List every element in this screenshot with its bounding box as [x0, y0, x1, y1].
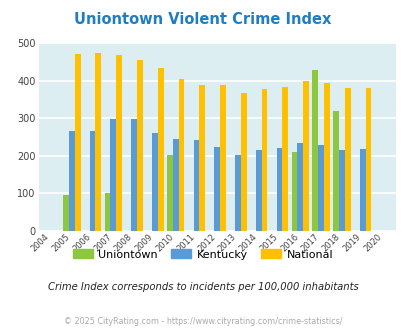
Bar: [110, 118, 116, 231]
Bar: [193, 140, 199, 231]
Bar: [63, 194, 69, 231]
Bar: [318, 145, 323, 231]
Bar: [359, 149, 364, 231]
Bar: [151, 133, 158, 231]
Bar: [291, 151, 296, 231]
Bar: [332, 111, 338, 231]
Bar: [178, 79, 184, 231]
Text: Uniontown Violent Crime Index: Uniontown Violent Crime Index: [74, 12, 331, 26]
Bar: [303, 81, 308, 231]
Bar: [95, 53, 101, 231]
Bar: [276, 148, 282, 231]
Bar: [220, 85, 225, 231]
Bar: [311, 70, 318, 231]
Bar: [255, 150, 261, 231]
Bar: [69, 131, 75, 231]
Bar: [240, 92, 246, 231]
Bar: [104, 193, 110, 231]
Bar: [199, 85, 205, 231]
Bar: [173, 139, 178, 231]
Bar: [137, 60, 143, 231]
Bar: [166, 155, 173, 231]
Text: Crime Index corresponds to incidents per 100,000 inhabitants: Crime Index corresponds to incidents per…: [47, 282, 358, 292]
Bar: [90, 131, 95, 231]
Bar: [323, 83, 329, 231]
Bar: [296, 143, 303, 231]
Bar: [75, 54, 80, 231]
Bar: [364, 88, 371, 231]
Bar: [214, 147, 220, 231]
Bar: [131, 118, 137, 231]
Bar: [234, 155, 240, 231]
Legend: Uniontown, Kentucky, National: Uniontown, Kentucky, National: [68, 245, 337, 264]
Bar: [282, 86, 288, 231]
Bar: [338, 150, 344, 231]
Bar: [116, 55, 122, 231]
Text: © 2025 CityRating.com - https://www.cityrating.com/crime-statistics/: © 2025 CityRating.com - https://www.city…: [64, 317, 341, 326]
Bar: [261, 89, 267, 231]
Bar: [344, 88, 350, 231]
Bar: [158, 69, 163, 231]
